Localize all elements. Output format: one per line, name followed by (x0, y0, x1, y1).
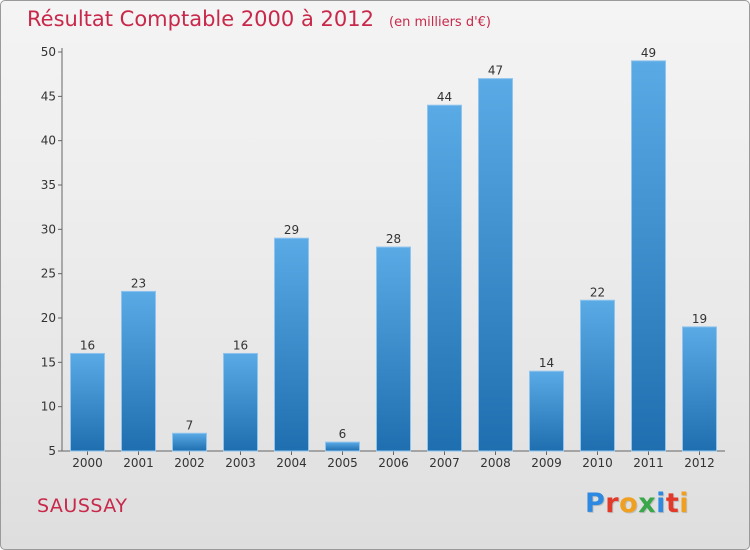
title-row: Résultat Comptable 2000 à 2012 (en milli… (27, 7, 491, 31)
bar (631, 60, 666, 452)
chart-title: Résultat Comptable 2000 à 2012 (27, 7, 374, 31)
bar (223, 352, 258, 452)
bars (70, 60, 717, 452)
x-tick-label: 2001 (123, 456, 154, 470)
data-label: 7 (186, 418, 194, 432)
x-tick-label: 2004 (276, 456, 307, 470)
y-tick-label: 5 (48, 444, 56, 458)
x-tick-label: 2012 (684, 456, 715, 470)
axes: 5 10 15 20 25 30 35 40 45 50 2000 2001 2002 2003 2004 2… (41, 45, 725, 470)
y-tick-label: 35 (41, 178, 56, 192)
bar (376, 246, 411, 452)
data-label: 22 (590, 285, 605, 299)
bar (580, 299, 615, 452)
data-label: 16 (233, 338, 248, 352)
y-tick-label: 30 (41, 222, 56, 236)
bar (427, 104, 462, 452)
x-tick-label: 2009 (531, 456, 562, 470)
x-tick-label: 2006 (378, 456, 409, 470)
x-tick-label: 2002 (174, 456, 205, 470)
bar (325, 441, 360, 452)
logo-letter: P (585, 488, 606, 519)
data-label: 44 (437, 90, 452, 104)
y-tick-label: 10 (41, 400, 56, 414)
x-tick-label: 2007 (429, 456, 460, 470)
y-tick-label: 25 (41, 267, 56, 281)
chart-subtitle: (en milliers d'€) (389, 15, 491, 30)
logo-letter: x (638, 488, 657, 519)
data-label: 47 (488, 64, 503, 78)
bar (478, 78, 513, 452)
proxiti-logo: Proxiti (585, 488, 689, 519)
data-label: 14 (539, 356, 554, 370)
logo-letter: t (665, 488, 680, 519)
data-label: 29 (284, 223, 299, 237)
logo-letter: i (656, 488, 666, 519)
data-label: 6 (339, 427, 347, 441)
y-tick-label: 40 (41, 134, 56, 148)
bar (121, 290, 156, 452)
x-tick-label: 2005 (327, 456, 358, 470)
logo-letter: r (605, 488, 620, 519)
x-tick-label: 2008 (480, 456, 511, 470)
x-tick-label: 2000 (72, 456, 103, 470)
y-tick-label: 50 (41, 45, 56, 59)
commune-name: SAUSSAY (37, 495, 128, 517)
x-tick-label: 2003 (225, 456, 256, 470)
x-tick-label: 2011 (633, 456, 664, 470)
data-labels: 16 23 7 16 29 6 28 44 47 14 22 49 19 (80, 46, 707, 441)
bar (682, 326, 717, 452)
y-tick-label: 45 (41, 89, 56, 103)
data-label: 19 (692, 312, 707, 326)
bar (70, 352, 105, 452)
y-tick-label: 20 (41, 311, 56, 325)
logo-letter: o (619, 488, 639, 519)
bar (529, 370, 564, 452)
data-label: 23 (131, 276, 146, 290)
logo-letter: i (679, 488, 690, 519)
data-label: 28 (386, 232, 401, 246)
x-tick-label: 2010 (582, 456, 613, 470)
data-label: 49 (641, 46, 656, 60)
bar (172, 432, 207, 452)
y-tick-label: 15 (41, 355, 56, 369)
bar (274, 237, 309, 452)
data-label: 16 (80, 338, 95, 352)
